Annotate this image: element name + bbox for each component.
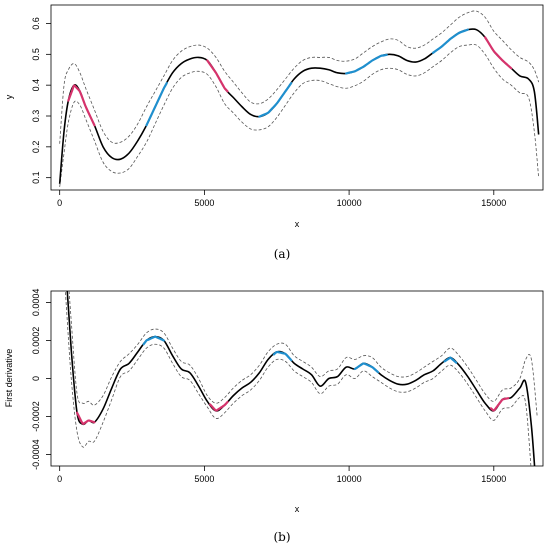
panel-b-plot-area	[64, 291, 538, 466]
panel-a-increasing-segment-5	[431, 28, 469, 54]
panel-b-increasing-segment-3	[272, 350, 293, 362]
panel-a-x-axis: 0 5000 10000 15000	[57, 190, 506, 208]
panel-a-decreasing-segment-6	[484, 36, 513, 70]
panel-b-lower-band-line	[64, 291, 532, 466]
panel-a-x-tick-label-0: 0	[57, 198, 62, 208]
panel-a-decreasing-segment-0	[67, 84, 96, 127]
panel-b-y-tick-label-4: 0.0004	[31, 289, 41, 317]
panel-b-y-axis-label: First derivative	[4, 349, 14, 408]
panel-a-x-axis-label: x	[295, 219, 300, 229]
panel-b-fit-line	[66, 291, 536, 466]
panel-a-plot-area	[58, 10, 540, 187]
panel-a-highlight-segments	[67, 28, 513, 127]
panel-b-increasing-segment-1	[142, 335, 165, 346]
panel-b-increasing-segment-5	[443, 356, 458, 364]
panel-a-increasing-segment-3	[258, 82, 293, 118]
panel-b-y-tick-label-1: -0.0002	[31, 401, 41, 432]
panel-b-y-tick-label-0: -0.0004	[31, 439, 41, 470]
panel-a-y-tick-label-2: 0.3	[31, 110, 41, 123]
panel-b-x-tick-label-3: 15000	[481, 474, 506, 484]
panel-b-y-tick-label-2: 0	[31, 376, 41, 381]
panel-a-x-tick-label-1: 5000	[194, 198, 214, 208]
panel-a-y-tick-label-1: 0.2	[31, 141, 41, 154]
panel-b-x-tick-label-0: 0	[57, 474, 62, 484]
panel-b-x-axis-label: x	[295, 504, 300, 514]
panel-b-x-axis: 0 5000 10000 15000	[57, 466, 506, 484]
panel-a-fitted-curve: 0 5000 10000 15000 0.1 0.2 0.3 0.4 0.5 0.6 x y (…	[4, 4, 544, 261]
panel-a-lower-band-line	[59, 43, 540, 187]
panel-b-y-axis: -0.0004 -0.0002 0 0.0002 0.0004	[31, 289, 51, 470]
panel-a-increasing-segment-4	[345, 53, 388, 75]
panel-b-decreasing-segment-2	[209, 400, 229, 412]
panel-a-caption: (a)	[274, 247, 291, 261]
panel-b-upper-band-line	[68, 291, 538, 417]
panel-b-caption: (b)	[273, 530, 290, 544]
panel-b-increasing-segment-4	[353, 362, 380, 374]
panel-a-fit-line	[58, 28, 540, 184]
panel-b-decreasing-segment-6	[489, 397, 510, 412]
panel-b-decreasing-segment-0	[75, 411, 96, 425]
panel-b-highlight-segments	[75, 335, 510, 425]
panel-a-plot-frame	[50, 4, 544, 191]
panel-b-first-derivative: 0 5000 10000 15000 -0.0004 -0.0002 0 0.0002 0.0…	[4, 289, 544, 544]
panel-a-x-tick-label-3: 15000	[481, 198, 506, 208]
panel-a-y-axis: 0.1 0.2 0.3 0.4 0.5 0.6	[31, 17, 51, 184]
panel-a-y-tick-label-3: 0.4	[31, 79, 41, 92]
panel-b-x-tick-label-1: 5000	[194, 474, 214, 484]
panel-a-decreasing-segment-2	[206, 59, 229, 93]
panel-a-y-axis-label: y	[4, 94, 14, 99]
panel-a-increasing-segment-1	[145, 82, 168, 127]
panel-a-y-tick-label-0: 0.1	[31, 171, 41, 184]
panel-b-y-tick-label-3: 0.0002	[31, 327, 41, 355]
panel-a-y-tick-label-4: 0.5	[31, 48, 41, 61]
panel-b-x-tick-label-2: 10000	[337, 474, 362, 484]
panel-a-y-tick-label-5: 0.6	[31, 17, 41, 30]
panel-a-x-tick-label-2: 10000	[337, 198, 362, 208]
